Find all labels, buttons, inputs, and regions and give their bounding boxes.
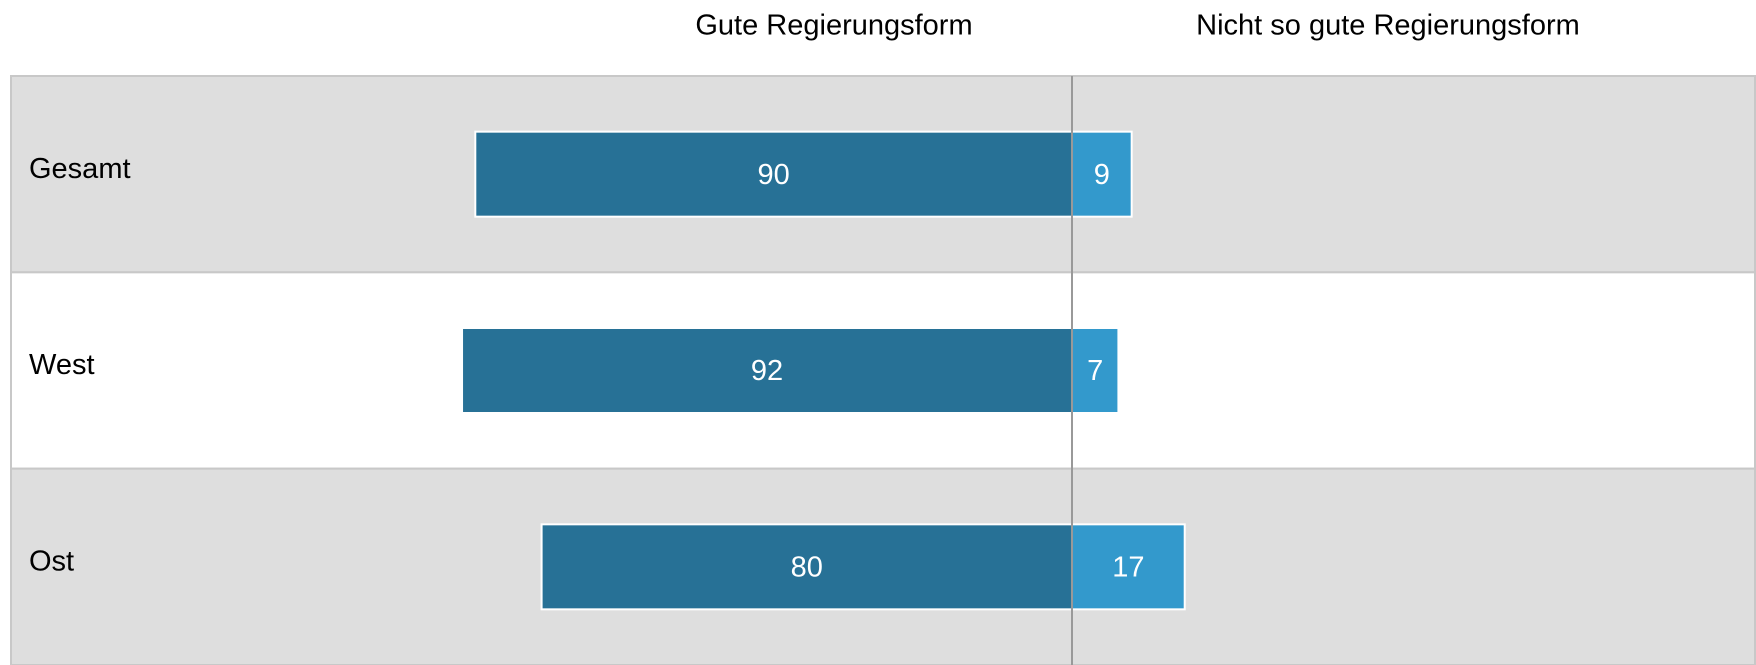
category-label: Ost <box>29 545 74 577</box>
legend-label: Nicht so gute Regierungsform <box>1196 10 1580 42</box>
data-label: 9 <box>1094 159 1110 191</box>
data-label: 92 <box>751 355 783 387</box>
data-label: 80 <box>791 551 823 583</box>
bar <box>540 523 1073 611</box>
legend-label: Gute Regierungsform <box>695 10 972 42</box>
data-label: 90 <box>758 159 790 191</box>
category-label: West <box>29 349 95 381</box>
data-label: 17 <box>1112 551 1144 583</box>
bar <box>1071 130 1133 218</box>
bar <box>474 130 1073 218</box>
bar <box>1071 327 1120 414</box>
data-label: 7 <box>1087 355 1103 387</box>
category-label: Gesamt <box>29 153 131 185</box>
bar <box>461 327 1074 414</box>
